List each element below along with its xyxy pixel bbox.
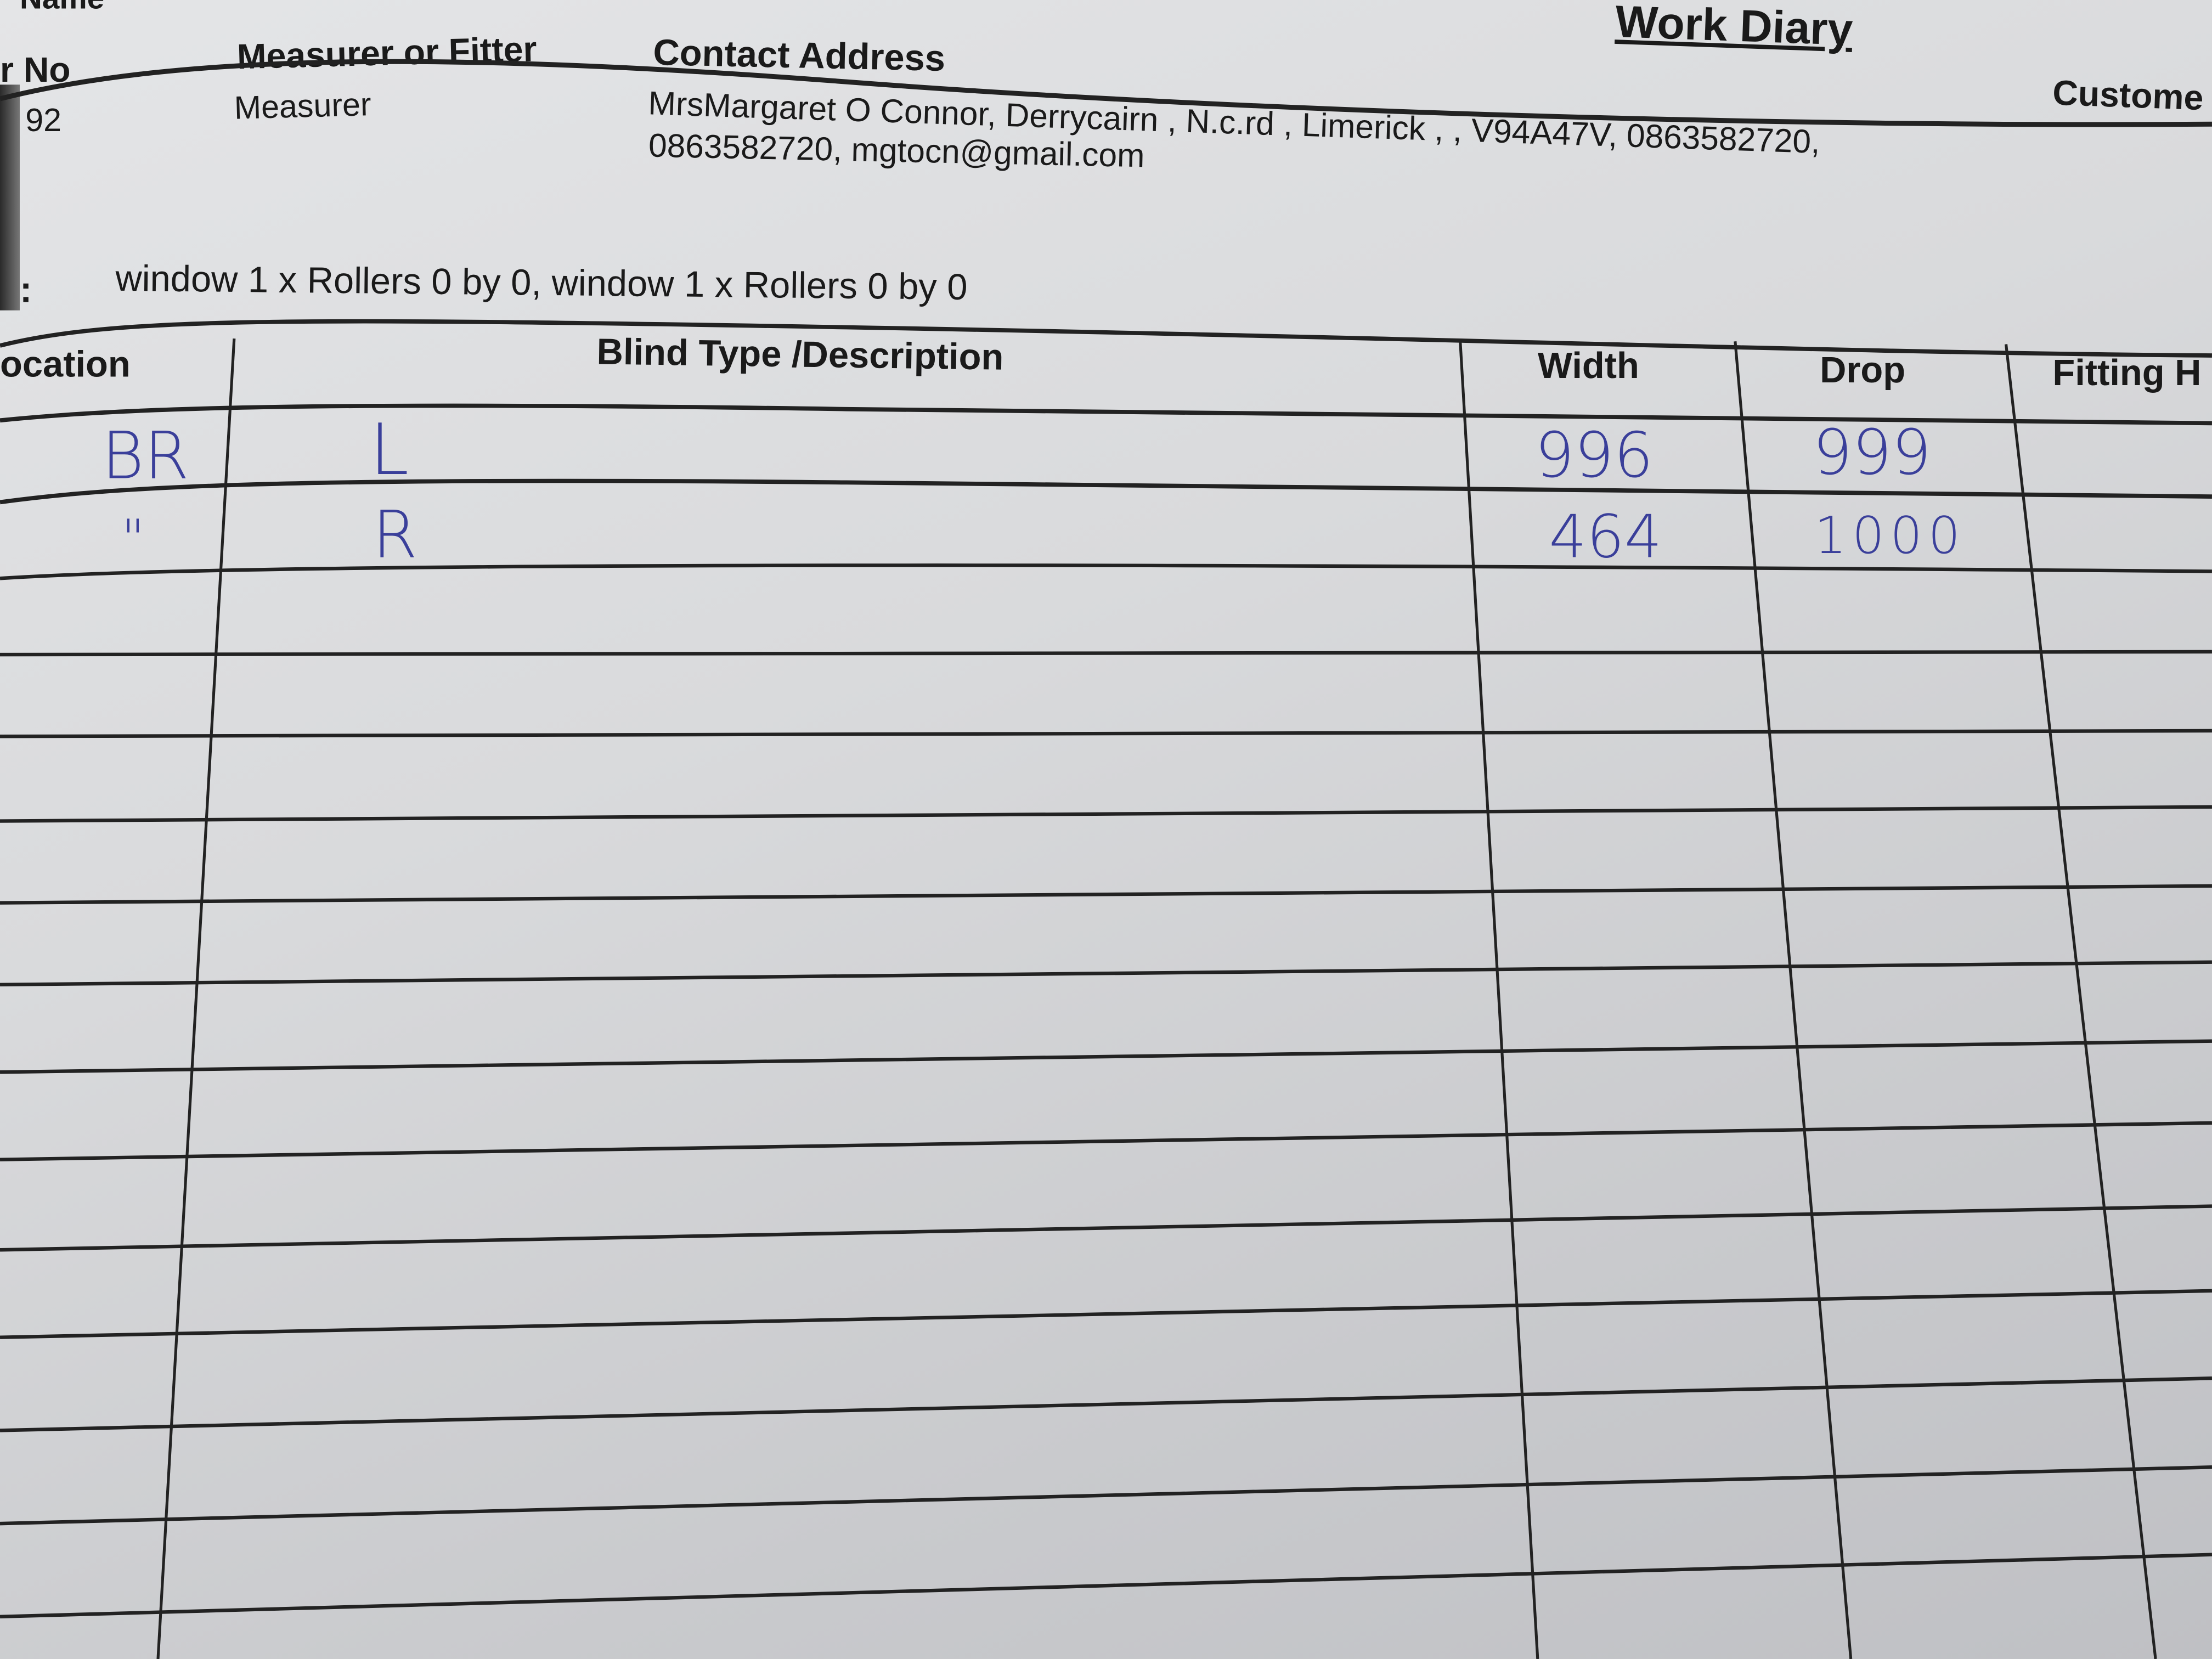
cell-drop: 999 xyxy=(1813,417,1932,490)
summary-colon: : xyxy=(19,268,32,311)
cell-width: 464 xyxy=(1549,502,1662,572)
cell-location: BR xyxy=(101,417,189,494)
cell-location: " xyxy=(121,510,145,569)
cell-drop: 1000 xyxy=(1814,507,1966,566)
cell-blind-type: R xyxy=(372,496,418,573)
cell-width: 996 xyxy=(1534,420,1654,493)
column-header-blind-type: Blind Type /Description xyxy=(596,330,1004,379)
column-header-location: ocation xyxy=(0,342,131,385)
cell-blind-type: L xyxy=(369,409,409,491)
name-label: Name xyxy=(20,0,104,17)
column-header-drop: Drop xyxy=(1820,348,1906,391)
column-header-fitting: Fitting H xyxy=(2052,351,2202,394)
column-header-width: Width xyxy=(1537,344,1639,387)
page-edge-shadow xyxy=(0,84,20,311)
order-no-value: 92 xyxy=(25,101,62,138)
